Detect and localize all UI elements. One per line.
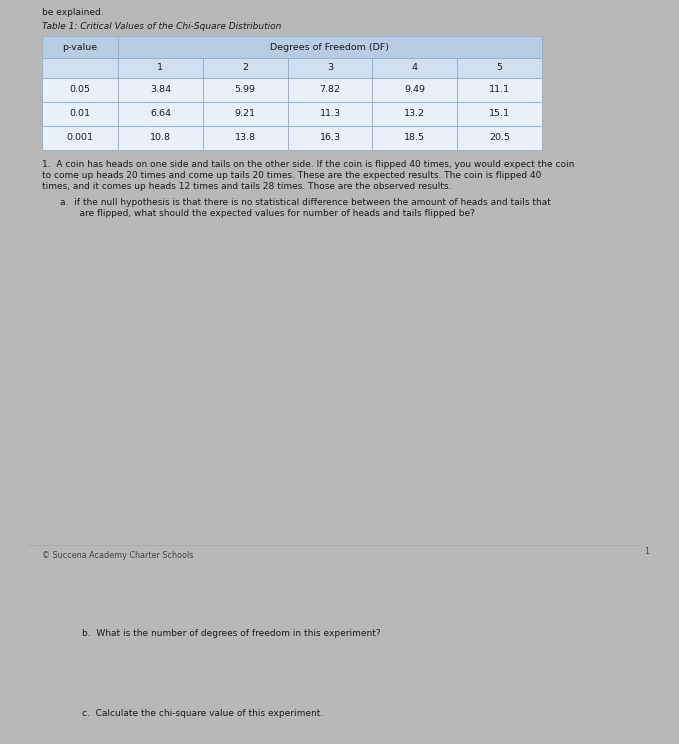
Bar (42, 58, 118, 78)
Bar (457, 58, 542, 78)
Text: 9.49: 9.49 (404, 86, 425, 94)
Bar (42, 36, 542, 58)
Bar (288, 78, 372, 102)
Text: p-value: p-value (62, 42, 98, 51)
Bar (118, 102, 203, 126)
Text: a.  if the null hypothesis is that there is no statistical difference between th: a. if the null hypothesis is that there … (60, 198, 551, 207)
Text: 11.1: 11.1 (489, 86, 510, 94)
Bar (457, 126, 542, 150)
Bar (372, 126, 457, 150)
Bar (288, 102, 372, 126)
Bar (457, 78, 542, 102)
Bar (203, 78, 288, 102)
Text: 6.64: 6.64 (150, 109, 171, 118)
Text: 1: 1 (644, 548, 649, 557)
Bar (457, 102, 542, 126)
Bar (42, 126, 118, 150)
Bar (118, 58, 203, 78)
Text: be explained.: be explained. (42, 8, 104, 17)
Text: times, and it comes up heads 12 times and tails 28 times. Those are the observed: times, and it comes up heads 12 times an… (42, 182, 452, 191)
Text: 7.82: 7.82 (320, 86, 340, 94)
Text: to come up heads 20 times and come up tails 20 times. These are the expected res: to come up heads 20 times and come up ta… (42, 171, 541, 180)
Text: 0.01: 0.01 (69, 109, 90, 118)
Text: 20.5: 20.5 (489, 133, 510, 143)
Text: 13.8: 13.8 (235, 133, 256, 143)
Text: 16.3: 16.3 (319, 133, 341, 143)
Text: 9.21: 9.21 (235, 109, 256, 118)
Text: 5: 5 (496, 63, 502, 72)
Bar (203, 126, 288, 150)
Text: Table 1: Critical Values of the Chi-Square Distribution: Table 1: Critical Values of the Chi-Squa… (42, 22, 281, 31)
Bar (42, 78, 118, 102)
Text: are flipped, what should the expected values for number of heads and tails flipp: are flipped, what should the expected va… (68, 209, 475, 218)
Text: © Succena Academy Charter Schools: © Succena Academy Charter Schools (42, 551, 194, 560)
Text: 11.3: 11.3 (319, 109, 341, 118)
Bar (118, 126, 203, 150)
Text: 18.5: 18.5 (404, 133, 425, 143)
Text: 0.001: 0.001 (67, 133, 94, 143)
Text: 3: 3 (327, 63, 333, 72)
Text: 13.2: 13.2 (404, 109, 425, 118)
Text: 2: 2 (242, 63, 249, 72)
Bar (118, 78, 203, 102)
Text: 5.99: 5.99 (235, 86, 256, 94)
Bar (42, 102, 118, 126)
Text: c.  Calculate the chi-square value of this experiment.: c. Calculate the chi-square value of thi… (82, 709, 323, 718)
Text: 0.05: 0.05 (69, 86, 90, 94)
Text: 4: 4 (411, 63, 418, 72)
Text: 3.84: 3.84 (150, 86, 171, 94)
Bar (372, 78, 457, 102)
Bar (288, 58, 372, 78)
Text: Degrees of Freedom (DF): Degrees of Freedom (DF) (270, 42, 390, 51)
Text: 15.1: 15.1 (489, 109, 510, 118)
Bar (372, 102, 457, 126)
Text: b.  What is the number of degrees of freedom in this experiment?: b. What is the number of degrees of free… (82, 629, 381, 638)
Text: 1: 1 (158, 63, 164, 72)
Bar (203, 102, 288, 126)
Text: 10.8: 10.8 (150, 133, 171, 143)
Bar (372, 58, 457, 78)
Text: 1.  A coin has heads on one side and tails on the other side. If the coin is fli: 1. A coin has heads on one side and tail… (42, 160, 574, 169)
Bar (288, 126, 372, 150)
Bar (203, 58, 288, 78)
